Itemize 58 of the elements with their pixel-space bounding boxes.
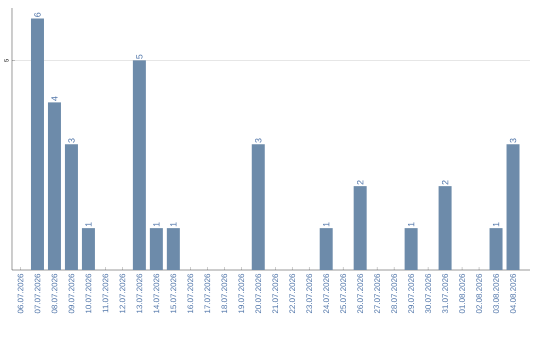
bar (490, 228, 503, 270)
bar (82, 228, 95, 270)
bar (48, 102, 61, 270)
x-tick-label: 15.07.2026 (170, 274, 176, 313)
x-tick-label: 16.07.2026 (188, 274, 194, 313)
x-tick-label: 27.07.2026 (374, 274, 380, 314)
x-tick-label: 26.07.2026 (357, 274, 364, 314)
x-tick-label: 01.08.2026 (459, 274, 465, 314)
bar (166, 228, 180, 270)
bar (320, 228, 333, 270)
x-tick-label: 22.07.2026 (289, 274, 296, 314)
x-tick-label: 08.07.2026 (52, 274, 58, 314)
data-label: 4 (51, 96, 58, 101)
x-tick-label: 29.07.2026 (408, 274, 414, 314)
bar (438, 186, 452, 270)
x-tick-label: 02.08.2026 (476, 274, 482, 314)
x-tick-label: 23.07.2026 (306, 274, 312, 314)
data-label: 5 (136, 54, 143, 59)
x-tick-label: 06.07.2026 (18, 274, 24, 314)
x-tick-label: 09.07.2026 (68, 274, 74, 314)
x-tick-label: 07.07.2026 (34, 274, 40, 314)
x-tick-label: 04.08.2026 (510, 274, 516, 314)
x-tick-label: 14.07.2026 (154, 274, 160, 313)
bar (132, 60, 146, 270)
x-tick-label: 11.07.2026 (102, 274, 108, 312)
x-tick-label: 20.07.2026 (255, 274, 262, 314)
x-tick-label: 17.07.2026 (204, 274, 210, 313)
x-tick-label: 19.07.2026 (238, 274, 244, 313)
x-tick-label: 30.07.2026 (425, 274, 431, 314)
data-label: 2 (357, 180, 364, 185)
bar (354, 186, 367, 270)
x-tick-label: 24.07.2026 (323, 274, 330, 314)
x-tick-label: 31.07.2026 (442, 274, 448, 314)
bar (252, 144, 265, 270)
data-label: 2 (442, 180, 448, 185)
data-label: 3 (68, 138, 75, 143)
data-label: 1 (170, 222, 176, 226)
bar (30, 18, 44, 270)
x-tick-label: 12.07.2026 (120, 274, 126, 313)
data-label: 1 (323, 222, 330, 226)
x-tick-label: 21.07.2026 (272, 274, 278, 314)
data-label: 6 (34, 12, 41, 17)
data-label: 1 (85, 222, 92, 226)
x-tick-label: 18.07.2026 (221, 274, 228, 313)
x-tick-label: 03.08.2026 (493, 274, 499, 314)
x-tick-label: 25.07.2026 (340, 274, 346, 314)
bar (150, 228, 163, 270)
x-tick-label: 10.07.2026 (86, 274, 92, 313)
data-label: 1 (492, 222, 500, 226)
data-label: 1 (408, 222, 414, 226)
data-label: 3 (255, 138, 262, 143)
data-label: 3 (510, 138, 516, 143)
x-tick-label: 28.07.2026 (391, 274, 397, 314)
data-label: 1 (153, 222, 160, 226)
bar (506, 144, 520, 270)
bar (64, 144, 78, 270)
x-tick-label: 13.07.2026 (136, 274, 142, 313)
bar (404, 228, 418, 270)
